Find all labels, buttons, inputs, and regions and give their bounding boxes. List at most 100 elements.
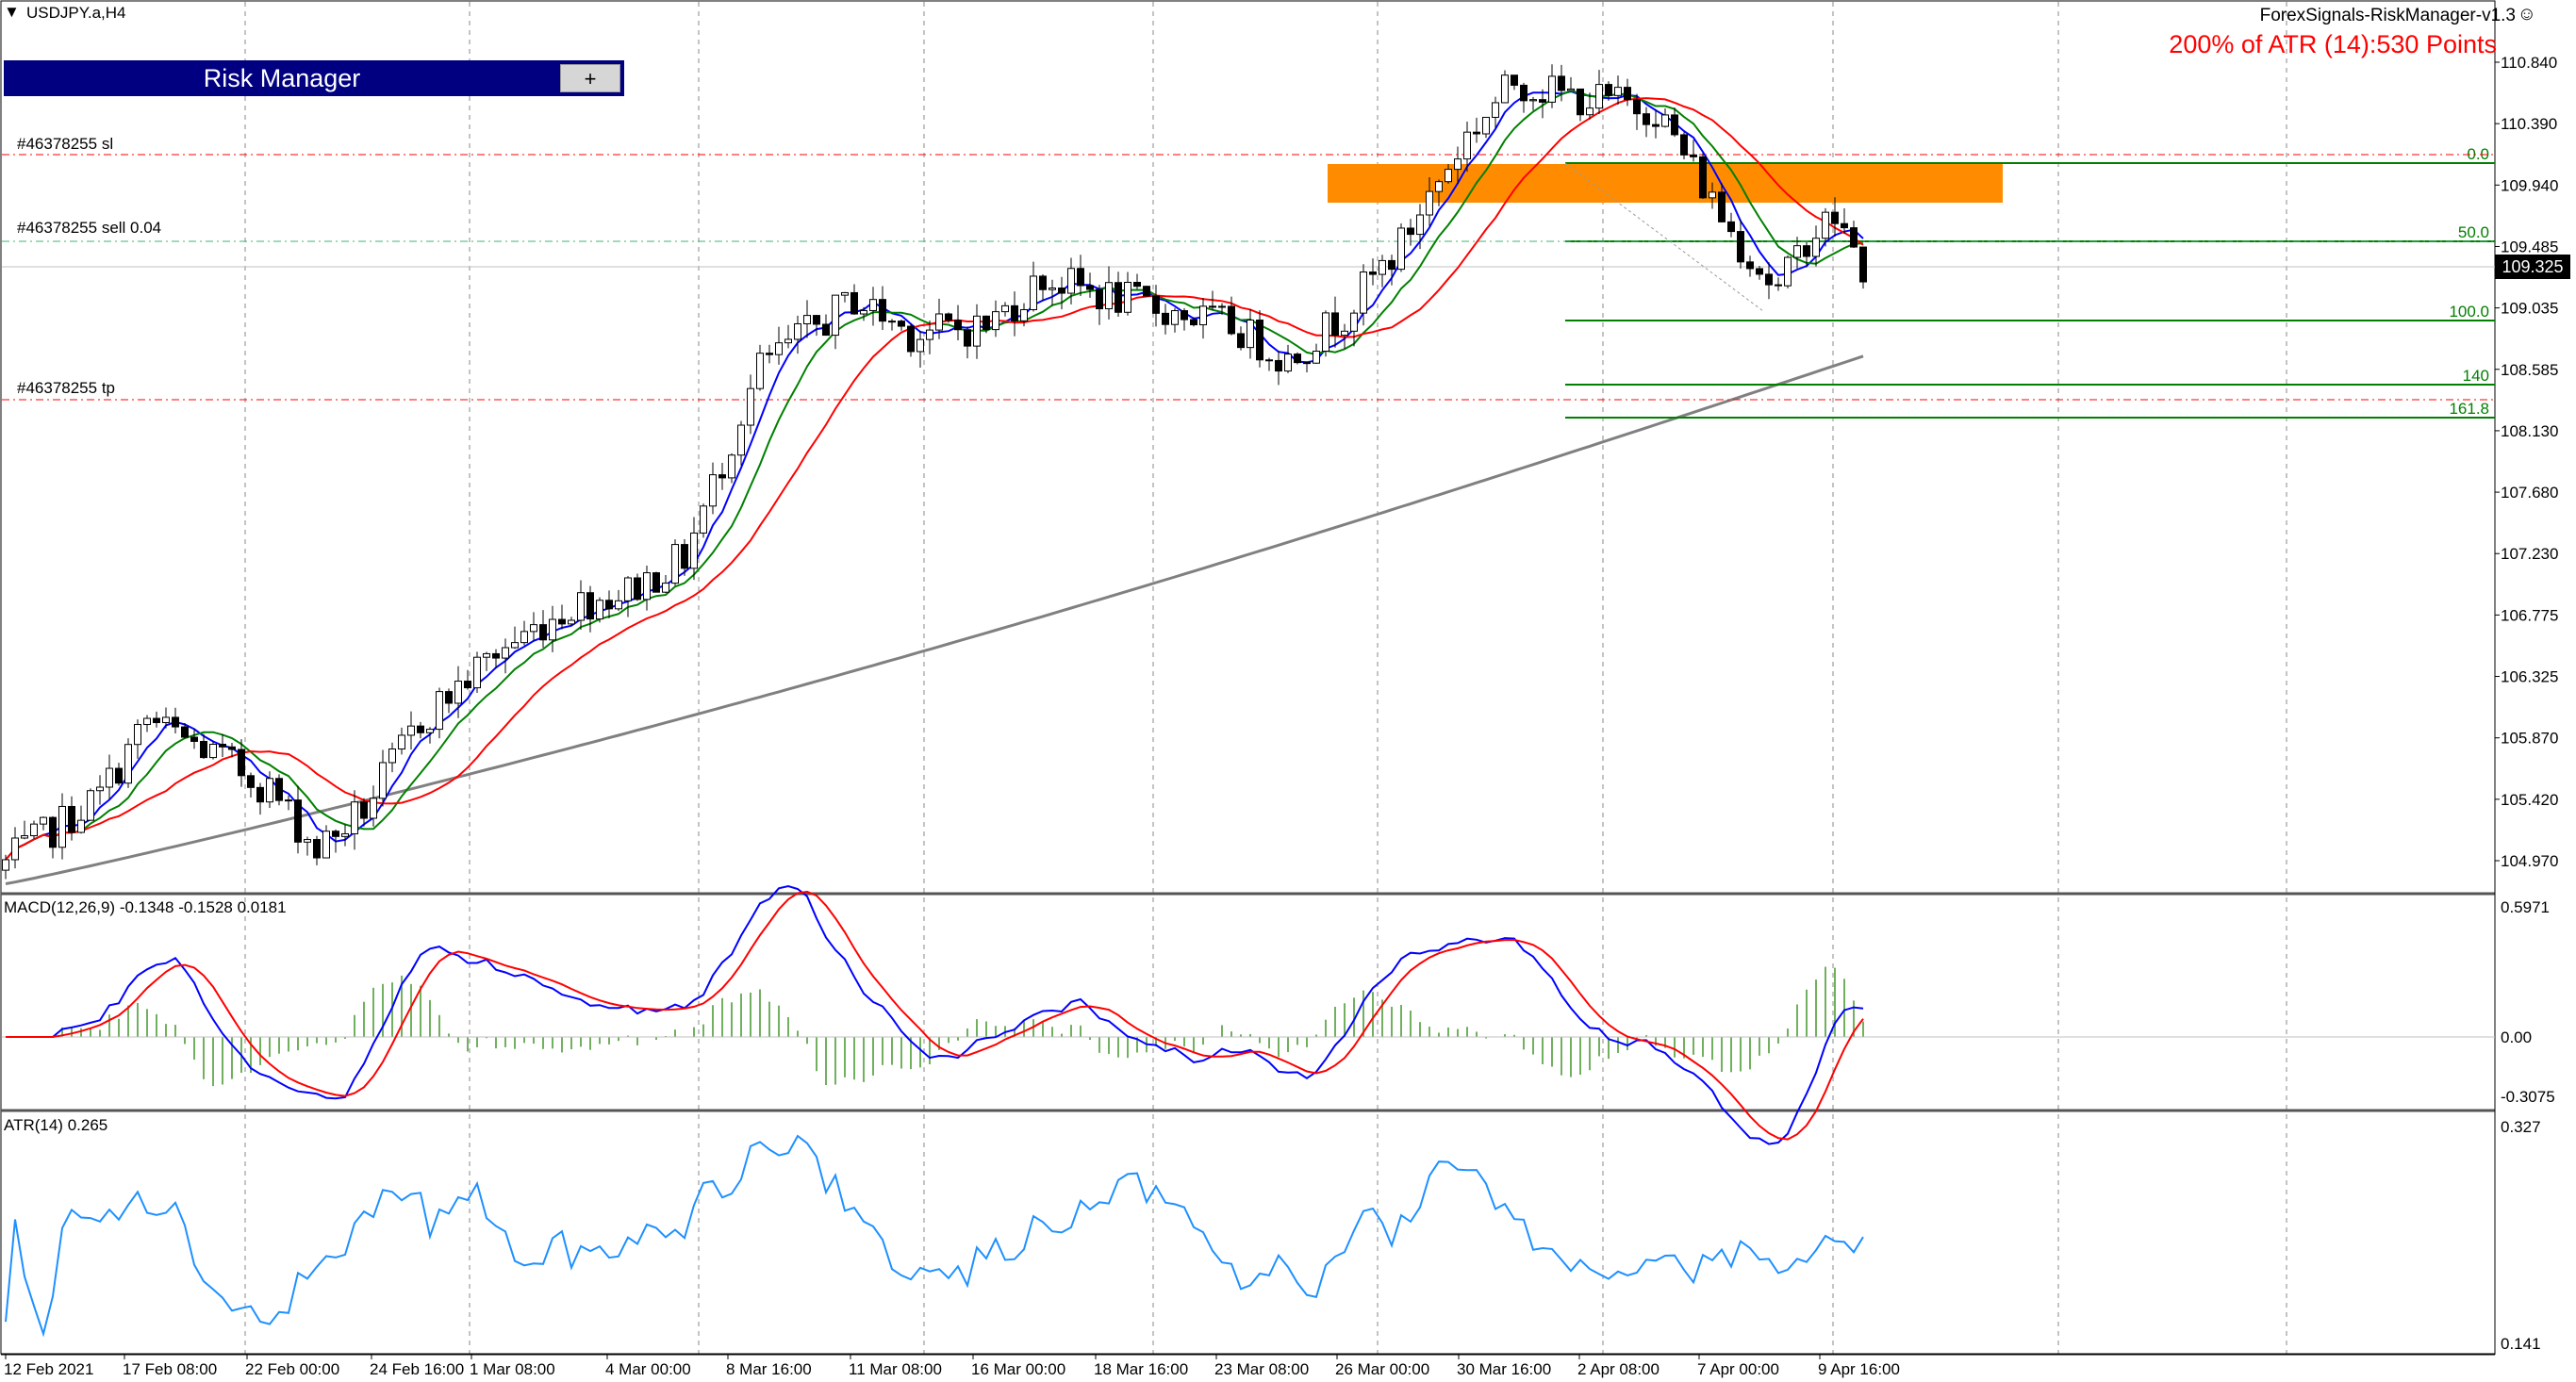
candle-body [1520,84,1527,102]
candle-body [1822,211,1829,239]
risk-manager-expand-button[interactable]: + [560,64,620,92]
fib-label: 50.0 [2458,223,2489,241]
candle-body [1746,261,1754,270]
candle-body [860,309,867,315]
candle-body [426,729,434,733]
candle-body [549,618,556,641]
candle-body [1143,286,1150,297]
candle-body [850,291,858,315]
candle-body [841,291,849,296]
candle-body [1058,288,1065,294]
candle-body [1652,123,1660,127]
candle-body [454,681,462,704]
time-axis-label: 26 Mar 00:00 [1335,1360,1429,1378]
candle-body [1397,227,1405,271]
candle-body [568,619,575,625]
price-axis-label: 109.035 [2501,300,2558,318]
candle-body [1492,102,1499,118]
candle-body [766,353,773,355]
candle-body [209,743,217,759]
candle-body [2,859,9,871]
candle-body [1605,84,1612,96]
candle-body [784,338,792,344]
candle-body [1350,312,1358,332]
candle-body [1247,320,1254,349]
fib-trendline [1564,162,1764,312]
candle-body [756,353,764,389]
time-axis-label: 16 Mar 00:00 [971,1360,1065,1378]
candle-body [1256,320,1263,361]
candle-body [1784,256,1792,287]
candle-body [794,322,801,340]
candle-body [888,321,896,323]
candle-body [671,544,679,584]
candle-body [1360,271,1367,314]
candle-body [681,544,688,569]
candle-body [775,342,783,355]
candle-body [1850,227,1858,248]
candle-body [360,801,368,819]
price-axis-label: 105.420 [2501,791,2558,809]
candle-body [341,832,349,837]
atr-label: ATR(14) 0.265 [4,1116,108,1134]
macd-axis-label: -0.3075 [2501,1088,2555,1106]
candle-body [1096,288,1103,310]
candle-body [1407,227,1414,236]
candle-body [1020,308,1028,321]
candle-body [1529,99,1537,102]
candle-body [1661,114,1669,127]
candle-body [662,583,669,593]
candle-body [1586,107,1593,116]
candle-body [322,831,330,859]
atr-points-readout: 200% of ATR (14):530 Points [2169,30,2497,58]
candle-body [1680,134,1688,156]
time-axis-label: 2 Apr 08:00 [1577,1360,1660,1378]
candle-body [1803,245,1810,257]
time-axis-label: 9 Apr 16:00 [1818,1360,1900,1378]
candle-body [219,743,226,748]
time-axis-label: 22 Feb 00:00 [245,1360,339,1378]
candle-body [879,299,886,322]
candle-body [1190,319,1197,326]
candle-body [624,577,632,601]
macd-axis-label: 0.00 [2501,1028,2532,1046]
stop-loss-take-profit-lines[interactable] [2,154,2495,401]
ma-long-line [5,354,1864,885]
time-axis-label: 12 Feb 2021 [4,1360,93,1378]
candle-body [1793,245,1801,258]
price-axis-label: 107.680 [2501,484,2558,502]
time-axis-label: 18 Mar 16:00 [1094,1360,1188,1378]
candle-body [1275,359,1282,372]
macd-axis-label: 0.5971 [2501,898,2550,916]
candle-body [1614,87,1622,96]
moving-average-lines [5,90,1864,861]
candle-body [483,652,490,658]
candle-body [256,786,264,803]
candle-body [1077,268,1084,287]
smiley-icon[interactable]: ☺ [2517,4,2536,25]
candle-body [520,631,528,644]
candle-body [615,600,622,610]
candle-body [1831,211,1839,224]
candle-body [1228,305,1235,335]
candle-body [49,816,57,848]
risk-manager-title[interactable]: Risk Manager [203,64,361,92]
candle-body [1124,282,1131,313]
candle-body [370,798,377,819]
candle-body [813,315,820,325]
collapse-triangle-icon[interactable]: ▼ [4,3,20,21]
current-price-badge: 109.325 [2495,255,2570,279]
risk-manager-panel[interactable]: Risk Manager + [4,60,624,96]
price-axis-label: 105.870 [2501,730,2558,748]
candle-body [1511,74,1518,86]
candle-body [275,778,283,801]
candle-body [417,725,424,733]
atr-indicator [5,1134,1864,1338]
candle-body [1152,295,1160,314]
candle-body [1067,268,1075,294]
candle-body [68,805,75,833]
candle-body [1812,238,1820,257]
candle-body [1558,75,1565,91]
macd-signal-line [6,890,1864,1141]
